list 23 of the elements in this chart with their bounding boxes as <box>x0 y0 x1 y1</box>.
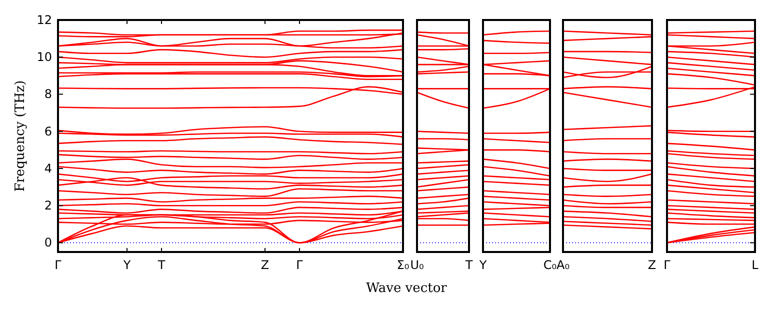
x-tick-label: Γ <box>296 258 304 272</box>
x-tick-label: A₀ <box>556 258 570 272</box>
x-axis-title: Wave vector <box>366 281 448 296</box>
x-tick-label: Y <box>122 258 132 272</box>
x-tick-label: Z <box>648 258 656 272</box>
y-tick-label: 0 <box>44 236 52 250</box>
x-tick-label: Σ₀ <box>396 258 410 272</box>
x-tick-label: T <box>464 258 474 272</box>
y-tick-label: 12 <box>36 13 52 27</box>
y-tick-label: 8 <box>44 87 52 102</box>
x-tick-label: T <box>156 258 166 272</box>
x-tick-label: Z <box>260 258 270 272</box>
x-tick-label: L <box>752 258 759 272</box>
x-tick-label: Y <box>478 258 488 272</box>
x-tick-label: Γ <box>664 258 671 272</box>
x-tick-label: U₀ <box>410 258 424 272</box>
y-tick-label: 2 <box>44 198 52 213</box>
y-axis-title: Frequency (THz) <box>13 80 28 192</box>
x-tick-label: C₀ <box>543 258 557 272</box>
y-tick-label: 6 <box>44 124 52 138</box>
y-tick-label: 4 <box>44 161 52 176</box>
y-tick-label: 10 <box>36 50 52 64</box>
x-tick-label: Γ <box>54 258 62 272</box>
